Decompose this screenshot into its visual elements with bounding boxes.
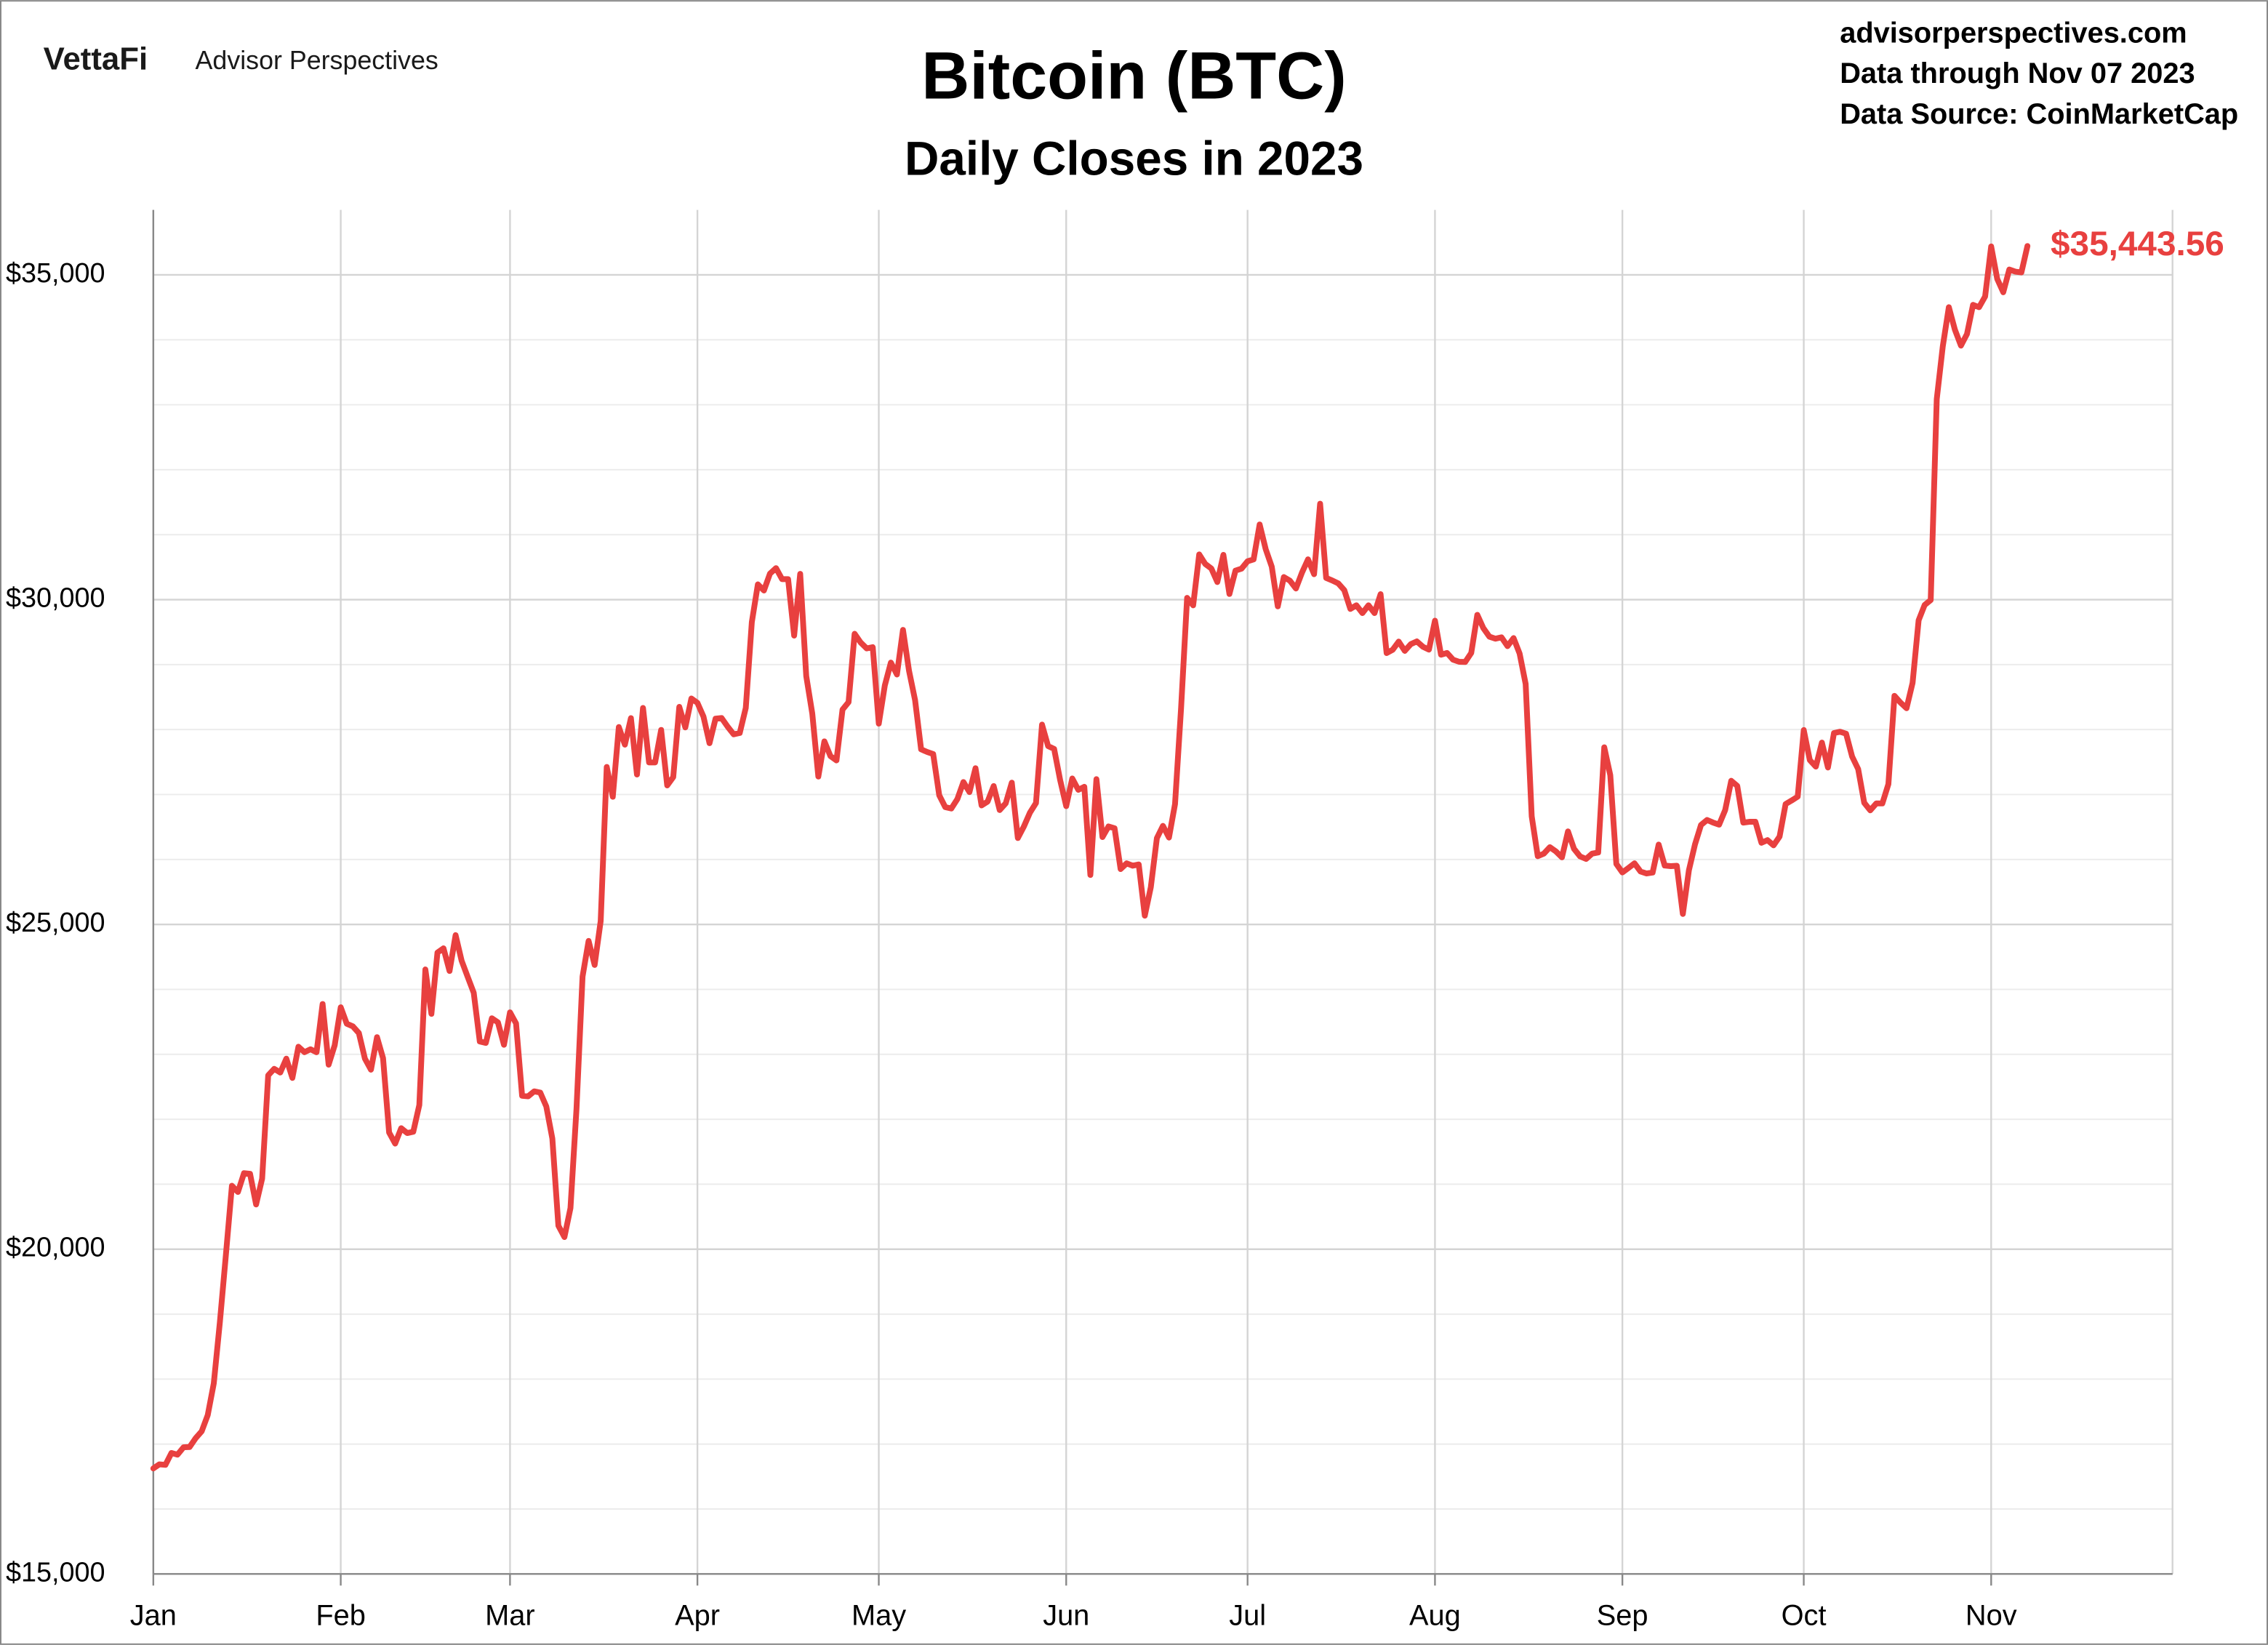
source-site: advisorperspectives.com [1840,17,2187,49]
y-tick-label: $15,000 [6,1557,105,1588]
data-through: Data through Nov 07 2023 [1840,57,2195,89]
x-tick-label: Nov [1966,1600,2017,1632]
x-tick-label: Jan [130,1600,177,1632]
x-tick-label: Jul [1229,1600,1266,1632]
value-label: $35,443.56 [2051,225,2224,263]
data-source: Data Source: CoinMarketCap [1840,98,2238,130]
brand-name: Advisor Perspectives [196,46,438,75]
x-tick-label: Mar [485,1600,534,1632]
chart-subtitle: Daily Closes in 2023 [905,132,1363,185]
y-tick-label: $30,000 [6,583,105,614]
x-tick-label: Sep [1597,1600,1648,1632]
grid: $15,000 $20,000 $25,000 $30,000 $35,000 Jan Fe… [6,209,2173,1632]
plot: $35,443.56 [150,225,2224,1472]
y-tick-label: $35,000 [6,258,105,289]
x-tick-label: Oct [1782,1600,1827,1632]
y-tick-label: $20,000 [6,1233,105,1263]
x-tick-label: May [851,1600,906,1632]
logo: VettaFi [44,41,148,76]
y-tick-label: $25,000 [6,908,105,938]
x-tick-label: Aug [1409,1600,1461,1632]
x-tick-label: Jun [1043,1600,1089,1632]
x-tick-label: Apr [675,1600,720,1632]
price-line [150,243,2031,1472]
chart-title: Bitcoin (BTC) [921,39,1346,113]
x-tick-label: Feb [316,1600,366,1632]
